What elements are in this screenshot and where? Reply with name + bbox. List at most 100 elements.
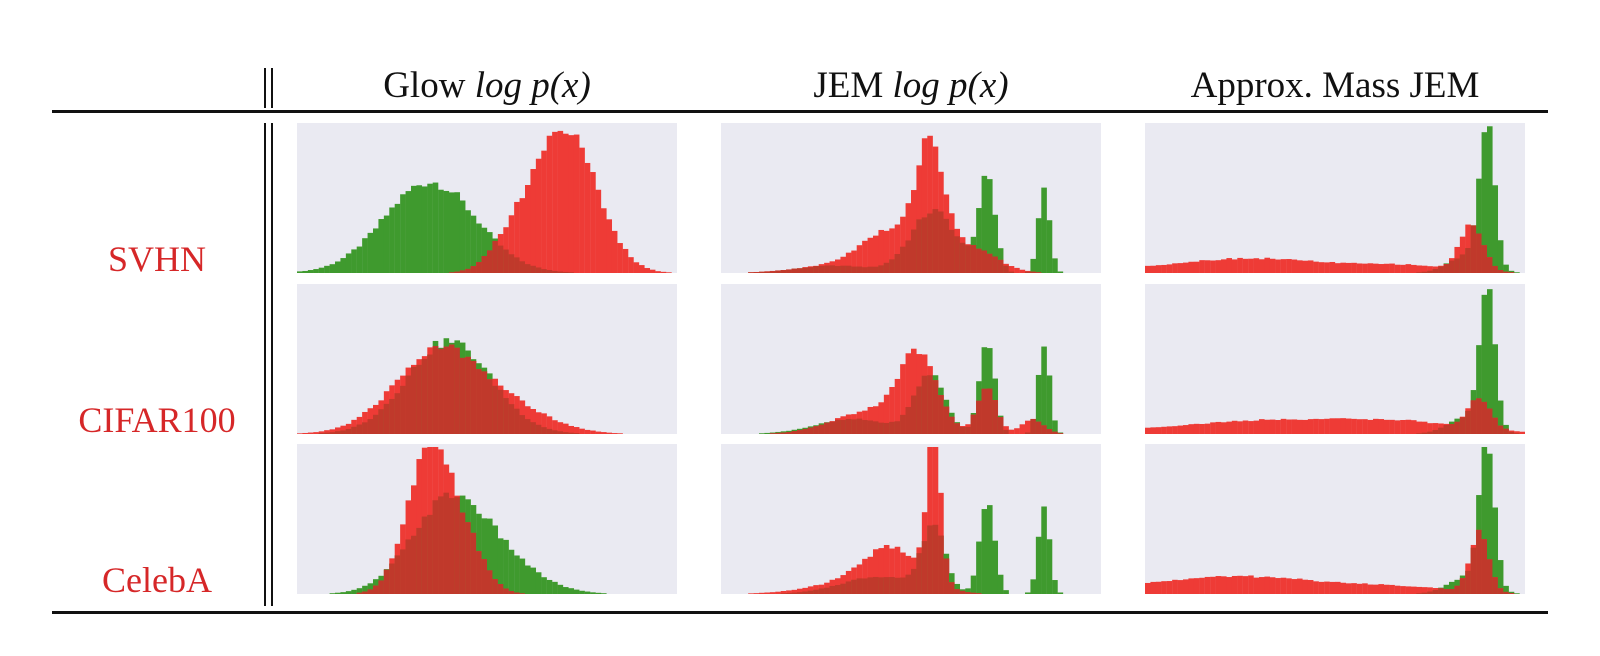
- overlap-bar: [487, 379, 493, 434]
- overlap-bar: [970, 414, 977, 434]
- overlap-bar: [427, 354, 433, 434]
- out-of-distribution-bar: [1215, 576, 1222, 594]
- overlap-bar: [459, 357, 466, 434]
- out-of-distribution-bar: [568, 425, 575, 434]
- in-distribution-bar: [1449, 581, 1455, 594]
- overlap-bar: [873, 421, 879, 434]
- overlap-bar: [970, 592, 977, 594]
- out-of-distribution-bar: [867, 237, 874, 273]
- overlap-bar: [845, 581, 852, 594]
- out-of-distribution-bar: [1242, 258, 1249, 273]
- out-of-distribution-bar: [1378, 264, 1385, 273]
- overlap-bar: [508, 254, 515, 273]
- overlap-bar: [345, 428, 352, 434]
- out-of-distribution-bar: [894, 546, 901, 594]
- in-distribution-bar: [324, 265, 330, 273]
- out-of-distribution-bar: [1297, 578, 1303, 594]
- out-of-distribution-bar: [1199, 260, 1205, 273]
- out-of-distribution-bar: [530, 169, 537, 273]
- overlap-bar: [802, 267, 809, 273]
- out-of-distribution-bar: [1210, 422, 1216, 434]
- overlap-bar: [508, 591, 515, 594]
- out-of-distribution-bar: [1172, 263, 1178, 273]
- out-of-distribution-bar: [633, 262, 640, 273]
- in-distribution-bar: [1046, 375, 1053, 434]
- out-of-distribution-bar: [622, 248, 629, 273]
- overlap-bar: [1487, 559, 1493, 594]
- in-distribution-bar: [1041, 187, 1047, 273]
- overlap-bar: [1427, 591, 1433, 594]
- column-header-prefix: Approx. Mass JEM: [1190, 65, 1480, 106]
- histogram-panel-cifar100-approx-mass: [1145, 284, 1525, 434]
- out-of-distribution-bar: [1389, 584, 1395, 594]
- out-of-distribution-bar: [873, 235, 879, 273]
- overlap-bar: [911, 568, 917, 594]
- overlap-bar: [1432, 429, 1439, 434]
- out-of-distribution-bar: [530, 409, 537, 434]
- out-of-distribution-bar: [563, 423, 569, 434]
- in-distribution-bar: [1052, 258, 1058, 273]
- overlap-bar: [807, 267, 814, 273]
- overlap-bar: [780, 432, 787, 434]
- in-distribution-bar: [1492, 344, 1499, 434]
- overlap-bar: [949, 416, 955, 434]
- out-of-distribution-bar: [1248, 421, 1254, 434]
- in-distribution-bar: [976, 541, 982, 594]
- histogram-panel-celeba-approx-mass: [1145, 444, 1525, 594]
- overlap-bar: [1421, 592, 1428, 594]
- overlap-bar: [780, 270, 787, 273]
- out-of-distribution-bar: [1362, 419, 1368, 434]
- overlap-bar: [943, 218, 950, 273]
- in-distribution-bar: [992, 214, 999, 273]
- overlap-bar: [867, 420, 874, 434]
- out-of-distribution-bar: [1394, 585, 1401, 594]
- overlap-bar: [1465, 410, 1471, 434]
- out-of-distribution-bar: [748, 593, 754, 594]
- out-of-distribution-bar: [313, 432, 319, 434]
- overlap-bar: [1514, 433, 1520, 434]
- out-of-distribution-bar: [1302, 419, 1309, 434]
- out-of-distribution-bar: [932, 447, 939, 594]
- in-distribution-bar: [1057, 271, 1064, 273]
- overlap-bar: [1416, 272, 1423, 273]
- in-distribution-bar: [759, 433, 765, 434]
- out-of-distribution-bar: [1259, 259, 1265, 273]
- out-of-distribution-bar: [595, 189, 602, 273]
- in-distribution-bar: [541, 577, 547, 594]
- out-of-distribution-bar: [1421, 587, 1428, 594]
- overlap-bar: [1454, 258, 1461, 273]
- overlap-bar: [889, 577, 895, 594]
- in-distribution-bar: [302, 270, 309, 273]
- out-of-distribution-bar: [900, 552, 906, 594]
- in-distribution-bar: [335, 592, 341, 594]
- out-of-distribution-bar: [584, 429, 591, 434]
- overlap-bar: [383, 403, 390, 434]
- overlap-bar: [764, 271, 771, 273]
- out-of-distribution-bar: [889, 387, 895, 434]
- in-distribution-bar: [1041, 506, 1047, 594]
- overlap-bar: [911, 395, 917, 434]
- out-of-distribution-bar: [1405, 586, 1412, 594]
- overlap-bar: [1508, 272, 1515, 273]
- out-of-distribution-bar: [1177, 425, 1184, 434]
- histogram-panel-svhn-jem: [721, 123, 1101, 273]
- overlap-bar: [356, 592, 363, 594]
- overlap-bar: [835, 585, 841, 594]
- in-distribution-bar: [1487, 453, 1493, 594]
- out-of-distribution-bar: [883, 544, 890, 594]
- overlap-bar: [883, 262, 890, 273]
- out-of-distribution-bar: [297, 433, 303, 434]
- overlap-bar: [769, 433, 776, 434]
- bottom-rule: [52, 611, 1548, 614]
- in-distribution-bar: [981, 509, 988, 594]
- out-of-distribution-bar: [601, 208, 607, 273]
- overlap-bar: [1035, 421, 1042, 434]
- overlap-bar: [1443, 589, 1450, 594]
- overlap-bar: [1476, 398, 1482, 434]
- out-of-distribution-bar: [514, 201, 520, 273]
- in-distribution-bar: [400, 194, 406, 273]
- overlap-bar: [367, 589, 374, 594]
- out-of-distribution-bar: [1199, 577, 1205, 594]
- out-of-distribution-bar: [1215, 421, 1222, 434]
- out-of-distribution-bar: [1307, 260, 1314, 273]
